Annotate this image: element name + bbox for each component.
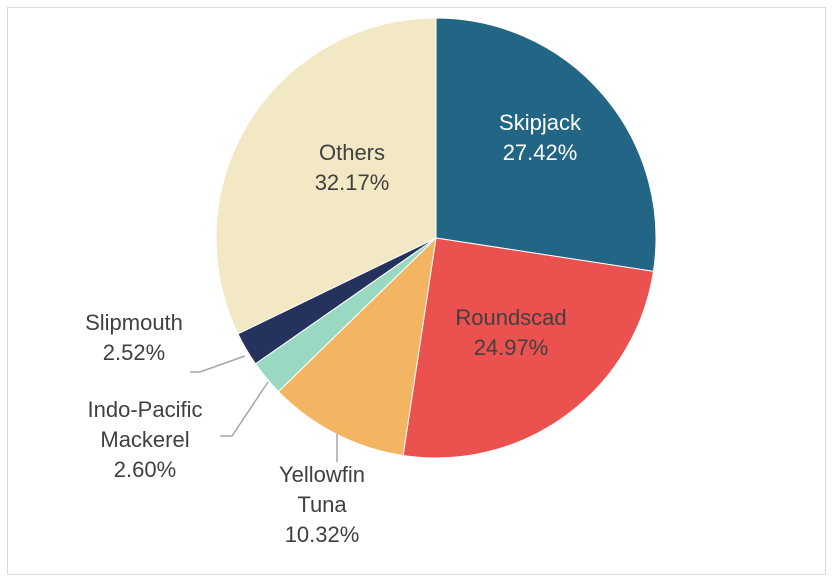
pie-slice-skipjack — [435, 17, 657, 272]
data-label-skipjack: Skipjack 27.42% — [499, 110, 582, 165]
data-label-yellowfin-tuna: Yellowfin Tuna 10.32% — [279, 462, 365, 547]
data-label-slipmouth: Slipmouth 2.52% — [85, 310, 183, 365]
pie-slice-others — [215, 17, 437, 335]
leader-line-indo-pacific-mackerel — [220, 381, 269, 437]
data-label-indo-pacific-mackerel: Indo-Pacific Mackerel 2.60% — [88, 397, 203, 482]
pie-slice-yellowfin-tuna — [277, 236, 437, 457]
data-label-others: Others 32.17% — [315, 140, 390, 195]
pie-slice-roundscad — [402, 237, 655, 459]
leader-line-slipmouth — [190, 355, 246, 373]
data-label-roundscad: Roundscad 24.97% — [455, 305, 566, 360]
